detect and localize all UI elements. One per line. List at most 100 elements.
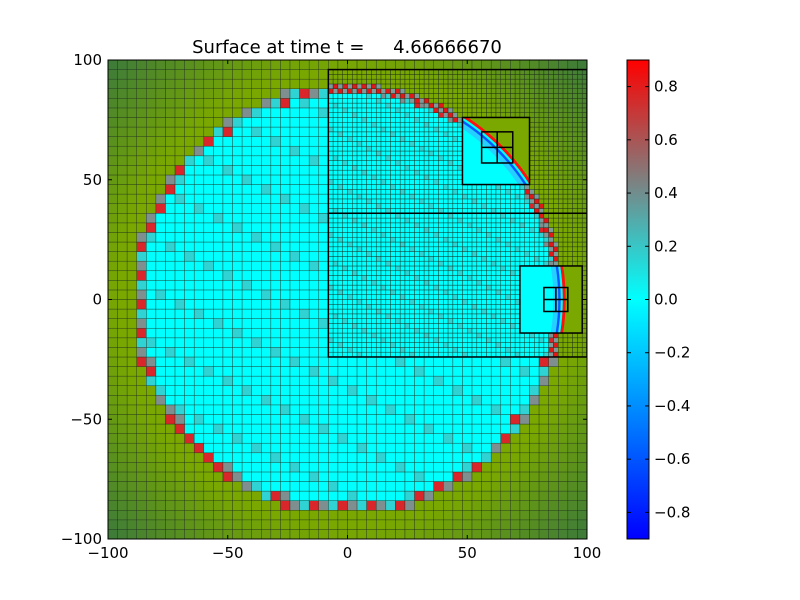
grid-cell (155, 232, 166, 243)
grid-cell (433, 375, 444, 386)
grid-cell (174, 529, 185, 539)
grid-cell (318, 270, 329, 281)
grid-cell (366, 126, 372, 133)
grid-cell (385, 332, 391, 339)
grid-cell (155, 107, 166, 118)
grid-cell (419, 107, 425, 113)
grid-cell (572, 174, 578, 181)
grid-cell (270, 260, 281, 272)
grid-cell (395, 102, 401, 109)
grid-cell (423, 232, 430, 238)
grid-cell (447, 280, 454, 286)
grid-cell (361, 275, 367, 281)
grid-cell (241, 308, 252, 319)
grid-cell (251, 222, 262, 233)
grid-cell (193, 347, 205, 358)
grid-cell (184, 404, 195, 415)
grid-cell (165, 308, 176, 319)
grid-cell (380, 289, 387, 295)
grid-cell (380, 117, 387, 123)
grid-cell (490, 356, 502, 367)
grid-cell (337, 471, 348, 482)
grid-cell (409, 313, 415, 319)
grid-cell (548, 442, 559, 454)
grid-cell (409, 102, 415, 109)
grid-cell (232, 529, 243, 539)
grid-cell (385, 78, 391, 85)
grid-cell (318, 356, 329, 367)
grid-cell (241, 174, 252, 185)
grid-cell (567, 433, 578, 444)
grid-cell (289, 356, 300, 367)
grid-cell (481, 102, 487, 109)
grid-cell (538, 198, 545, 204)
grid-cell (395, 414, 406, 425)
grid-cell (136, 260, 147, 272)
grid-cell (399, 98, 406, 104)
grid-cell (414, 112, 420, 118)
grid-cell (356, 155, 363, 161)
grid-cell (462, 189, 468, 195)
grid-cell (462, 107, 468, 113)
grid-cell (222, 347, 233, 358)
grid-cell (222, 481, 233, 492)
grid-cell (332, 270, 339, 276)
grid-cell (261, 193, 272, 204)
grid-cell (174, 78, 185, 89)
grid-cell (395, 404, 406, 415)
grid-cell (270, 481, 281, 492)
grid-cell (385, 366, 396, 377)
grid-cell (548, 107, 554, 113)
grid-cell (117, 117, 128, 128)
grid-cell (213, 299, 224, 310)
grid-cell (299, 337, 310, 348)
grid-cell (342, 246, 348, 252)
grid-cell (404, 160, 411, 166)
grid-cell (375, 318, 382, 324)
grid-cell (352, 169, 358, 176)
grid-cell (332, 299, 339, 305)
grid-cell (342, 93, 348, 99)
grid-cell (280, 107, 291, 118)
grid-cell (155, 347, 166, 358)
grid-cell (443, 395, 454, 406)
grid-cell (433, 423, 444, 434)
grid-cell (213, 88, 224, 99)
grid-cell (280, 174, 291, 185)
grid-cell (203, 375, 214, 386)
grid-cell (318, 510, 329, 521)
grid-cell (395, 395, 406, 406)
grid-cell (519, 385, 530, 396)
grid-cell (126, 519, 137, 530)
grid-cell (352, 347, 358, 353)
grid-cell (337, 174, 343, 181)
grid-cell (136, 452, 147, 463)
grid-cell (328, 395, 339, 406)
grid-cell (280, 490, 291, 501)
grid-cell (548, 529, 559, 539)
grid-cell (318, 107, 329, 118)
grid-cell (419, 198, 425, 204)
grid-cell (366, 404, 377, 415)
grid-cell (155, 385, 166, 396)
grid-cell (126, 145, 137, 157)
grid-cell (452, 203, 458, 209)
grid-cell (299, 356, 310, 367)
grid-cell (108, 519, 118, 530)
grid-cell (519, 198, 525, 204)
grid-cell (270, 337, 281, 348)
grid-cell (280, 404, 291, 415)
grid-cell (352, 88, 358, 94)
grid-cell (423, 169, 430, 176)
grid-cell (399, 117, 406, 123)
grid-cell (567, 510, 578, 521)
grid-cell (232, 117, 243, 128)
grid-cell (409, 179, 415, 185)
grid-cell (289, 442, 300, 454)
grid-cell (462, 98, 468, 104)
grid-cell (146, 270, 157, 281)
grid-cell (347, 366, 358, 377)
grid-cell (414, 284, 420, 291)
grid-cell (361, 308, 367, 315)
grid-cell (342, 294, 348, 300)
